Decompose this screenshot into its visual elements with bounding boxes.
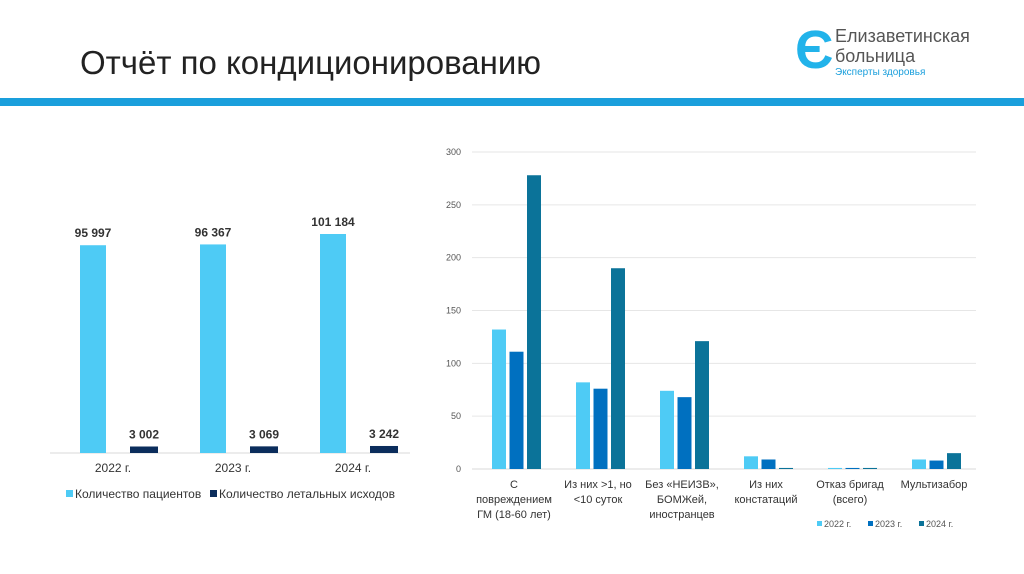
x-tick-label: иностранцев (649, 509, 714, 521)
bar-2024 г. (527, 175, 541, 469)
x-tick-label: ГМ (18-60 лет) (477, 509, 551, 521)
bar-2023 г. (509, 351, 524, 469)
x-tick-label: 2022 г. (95, 461, 131, 475)
x-tick-label: Без «НЕИЗВ», (645, 479, 719, 491)
x-tick-label: Из них (749, 479, 783, 491)
x-tick-label: С (510, 479, 518, 491)
bar-patients (200, 244, 226, 453)
bar-2023 г. (593, 388, 608, 469)
bar-2022 г. (912, 459, 926, 469)
bar-2023 г. (929, 460, 944, 469)
bar-2022 г. (576, 382, 590, 469)
legend-label: Количество пациентов (75, 487, 201, 501)
x-tick-label: (всего) (833, 494, 868, 506)
data-label: 3 069 (249, 427, 279, 441)
bar-2024 г. (947, 453, 961, 469)
bar-2023 г. (761, 459, 776, 469)
y-tick-label: 0 (456, 464, 461, 474)
x-tick-label: констатаций (734, 494, 797, 506)
data-label: 3 242 (369, 427, 399, 441)
logo-line1: Елизаветинская (835, 26, 970, 46)
x-tick-label: Отказ бригад (816, 479, 884, 491)
y-tick-label: 250 (446, 200, 461, 210)
data-label: 95 997 (75, 226, 112, 240)
bar-2022 г. (828, 467, 842, 469)
y-tick-label: 200 (446, 253, 461, 263)
x-tick-label: повреждением (476, 494, 552, 506)
legend-label: 2022 г. (824, 519, 851, 529)
bar-deaths (370, 445, 398, 453)
y-tick-label: 150 (446, 306, 461, 316)
bar-2022 г. (744, 456, 758, 469)
bar-2022 г. (660, 390, 674, 469)
logo-line2: больница (835, 46, 916, 66)
data-label: 96 367 (195, 225, 232, 239)
bar-patients (80, 245, 106, 453)
legend-label: Количество летальных исходов (219, 487, 395, 501)
bar-2022 г. (492, 329, 506, 469)
legend-swatch (868, 521, 873, 526)
x-tick-label: БОМЖей, (657, 494, 707, 506)
data-label: 101 184 (311, 215, 355, 229)
y-tick-label: 50 (451, 411, 461, 421)
bar-2023 г. (677, 397, 692, 469)
logo: Є Елизаветинская больница Эксперты здоро… (795, 20, 995, 84)
legend-label: 2023 г. (875, 519, 902, 529)
bar-patients (320, 234, 346, 453)
bar-deaths (130, 446, 158, 453)
data-label: 3 002 (129, 428, 159, 442)
bar-2024 г. (863, 467, 877, 469)
x-tick-label: 2024 г. (335, 461, 371, 475)
bar-deaths (250, 446, 278, 453)
bar-2024 г. (611, 268, 625, 469)
legend-swatch (817, 521, 822, 526)
y-tick-label: 300 (446, 147, 461, 157)
legend-swatch (210, 490, 217, 497)
bar-2023 г. (845, 467, 860, 469)
legend-label: 2024 г. (926, 519, 953, 529)
x-tick-label: 2023 г. (215, 461, 251, 475)
logo-tagline: Эксперты здоровья (835, 67, 926, 78)
y-tick-label: 100 (446, 358, 461, 368)
x-tick-label: Из них >1, но (564, 479, 632, 491)
page-title: Отчёт по кондиционированию (80, 44, 542, 81)
legend-swatch (919, 521, 924, 526)
x-tick-label: <10 суток (574, 494, 623, 506)
header-divider (0, 98, 1024, 106)
x-tick-label: Мультизабор (901, 479, 968, 491)
bar-2024 г. (695, 341, 709, 469)
logo-icon: Є (795, 20, 834, 80)
bar-2024 г. (779, 467, 793, 469)
legend-swatch (66, 490, 73, 497)
